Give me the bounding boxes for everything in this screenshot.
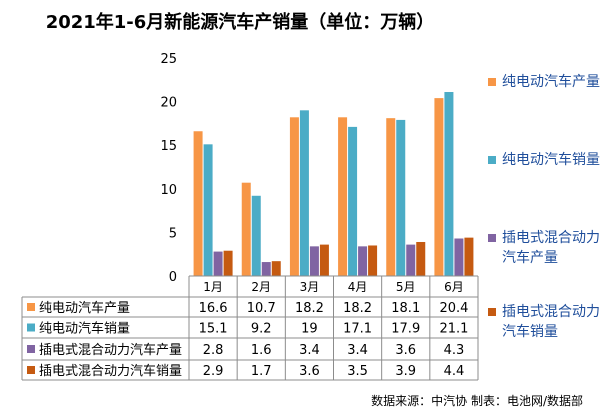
bar-3-1月	[213, 251, 223, 276]
data-label: 3.6	[395, 343, 416, 358]
data-label: 18.2	[343, 301, 372, 316]
data-label: 2.8	[203, 343, 224, 358]
table-series-label: 插电式混合动力汽车销量	[39, 363, 182, 379]
bar-2-1月	[203, 144, 213, 276]
data-label: 16.6	[199, 301, 228, 316]
data-label: 10.7	[247, 301, 276, 316]
bar-4-6月	[464, 237, 474, 276]
table-series-label: 插电式混合动力汽车产量	[39, 342, 182, 358]
y-tick-label: 20	[160, 96, 177, 111]
x-category-label: 1月	[203, 280, 223, 294]
data-label: 18.2	[295, 301, 324, 316]
bar-1-6月	[434, 98, 444, 276]
bar-4-5月	[416, 241, 426, 276]
data-label: 1.7	[251, 364, 272, 379]
data-label: 21.1	[439, 322, 468, 337]
y-tick-label: 25	[160, 52, 177, 67]
table-legend-key	[27, 303, 35, 311]
legend-item: 纯电动汽车产量	[488, 72, 603, 92]
bar-2-5月	[396, 119, 406, 276]
y-tick-label: 10	[160, 183, 177, 198]
y-tick-label: 15	[160, 139, 177, 154]
bar-4-3月	[319, 244, 329, 276]
bar-3-6月	[454, 238, 464, 276]
legend-item: 插电式混合动力汽车产量	[488, 228, 603, 268]
data-label: 17.9	[391, 322, 420, 337]
bar-3-4月	[358, 246, 368, 276]
y-tick-label: 5	[169, 226, 177, 241]
legend-label: 纯电动汽车产量	[502, 74, 600, 90]
bar-3-2月	[261, 262, 271, 276]
data-label: 17.1	[343, 322, 372, 337]
data-label: 2.9	[203, 364, 224, 379]
data-label: 3.5	[347, 364, 368, 379]
bar-2-2月	[251, 195, 261, 276]
bar-1-5月	[386, 118, 396, 276]
bar-1-2月	[241, 182, 251, 276]
table-legend-key	[27, 366, 35, 374]
bar-4-2月	[271, 261, 281, 276]
legend-item: 纯电动汽车销量	[488, 150, 603, 170]
bar-4-1月	[223, 250, 233, 276]
x-category-label: 2月	[251, 280, 271, 294]
y-tick-label: 0	[169, 270, 177, 285]
legend-item: 插电式混合动力汽车销量	[488, 302, 603, 342]
data-label: 19	[301, 322, 318, 337]
data-label: 3.4	[299, 343, 320, 358]
bar-2-6月	[444, 92, 454, 277]
x-category-label: 3月	[300, 280, 320, 294]
legend-label: 插电式混合动力汽车产量	[502, 230, 600, 266]
legend-label: 纯电动汽车销量	[502, 152, 600, 168]
data-label: 18.1	[391, 301, 420, 316]
data-label: 1.6	[251, 343, 272, 358]
x-category-label: 4月	[348, 280, 368, 294]
x-category-label: 6月	[444, 280, 464, 294]
bar-1-4月	[338, 117, 348, 277]
bar-1-3月	[289, 117, 299, 277]
legend-swatch	[488, 234, 496, 242]
data-label: 3.4	[347, 343, 368, 358]
legend-swatch	[488, 156, 496, 164]
data-label: 4.4	[444, 364, 465, 379]
legend-swatch	[488, 78, 496, 86]
bar-1-1月	[193, 131, 203, 276]
x-category-label: 5月	[396, 280, 416, 294]
table-series-label: 纯电动汽车产量	[39, 300, 130, 316]
legend-swatch	[488, 308, 496, 316]
table-legend-key	[27, 345, 35, 353]
bar-4-4月	[368, 245, 378, 276]
bar-2-3月	[299, 110, 309, 276]
chart-title: 2021年1-6月新能源汽车产销量（单位：万辆）	[45, 12, 435, 33]
data-label: 15.1	[199, 322, 228, 337]
source-note: 数据来源：中汽协 制表：电池网/数据部	[371, 394, 583, 408]
table-series-label: 纯电动汽车销量	[39, 321, 130, 337]
bar-3-5月	[406, 244, 416, 276]
bar-3-3月	[309, 246, 319, 276]
data-label: 3.6	[299, 364, 320, 379]
data-label: 4.3	[444, 343, 465, 358]
data-label: 20.4	[439, 301, 468, 316]
data-label: 9.2	[251, 322, 272, 337]
table-legend-key	[27, 323, 35, 332]
bar-2-4月	[348, 126, 358, 276]
legend-label: 插电式混合动力汽车销量	[502, 304, 600, 340]
data-label: 3.9	[395, 364, 416, 379]
